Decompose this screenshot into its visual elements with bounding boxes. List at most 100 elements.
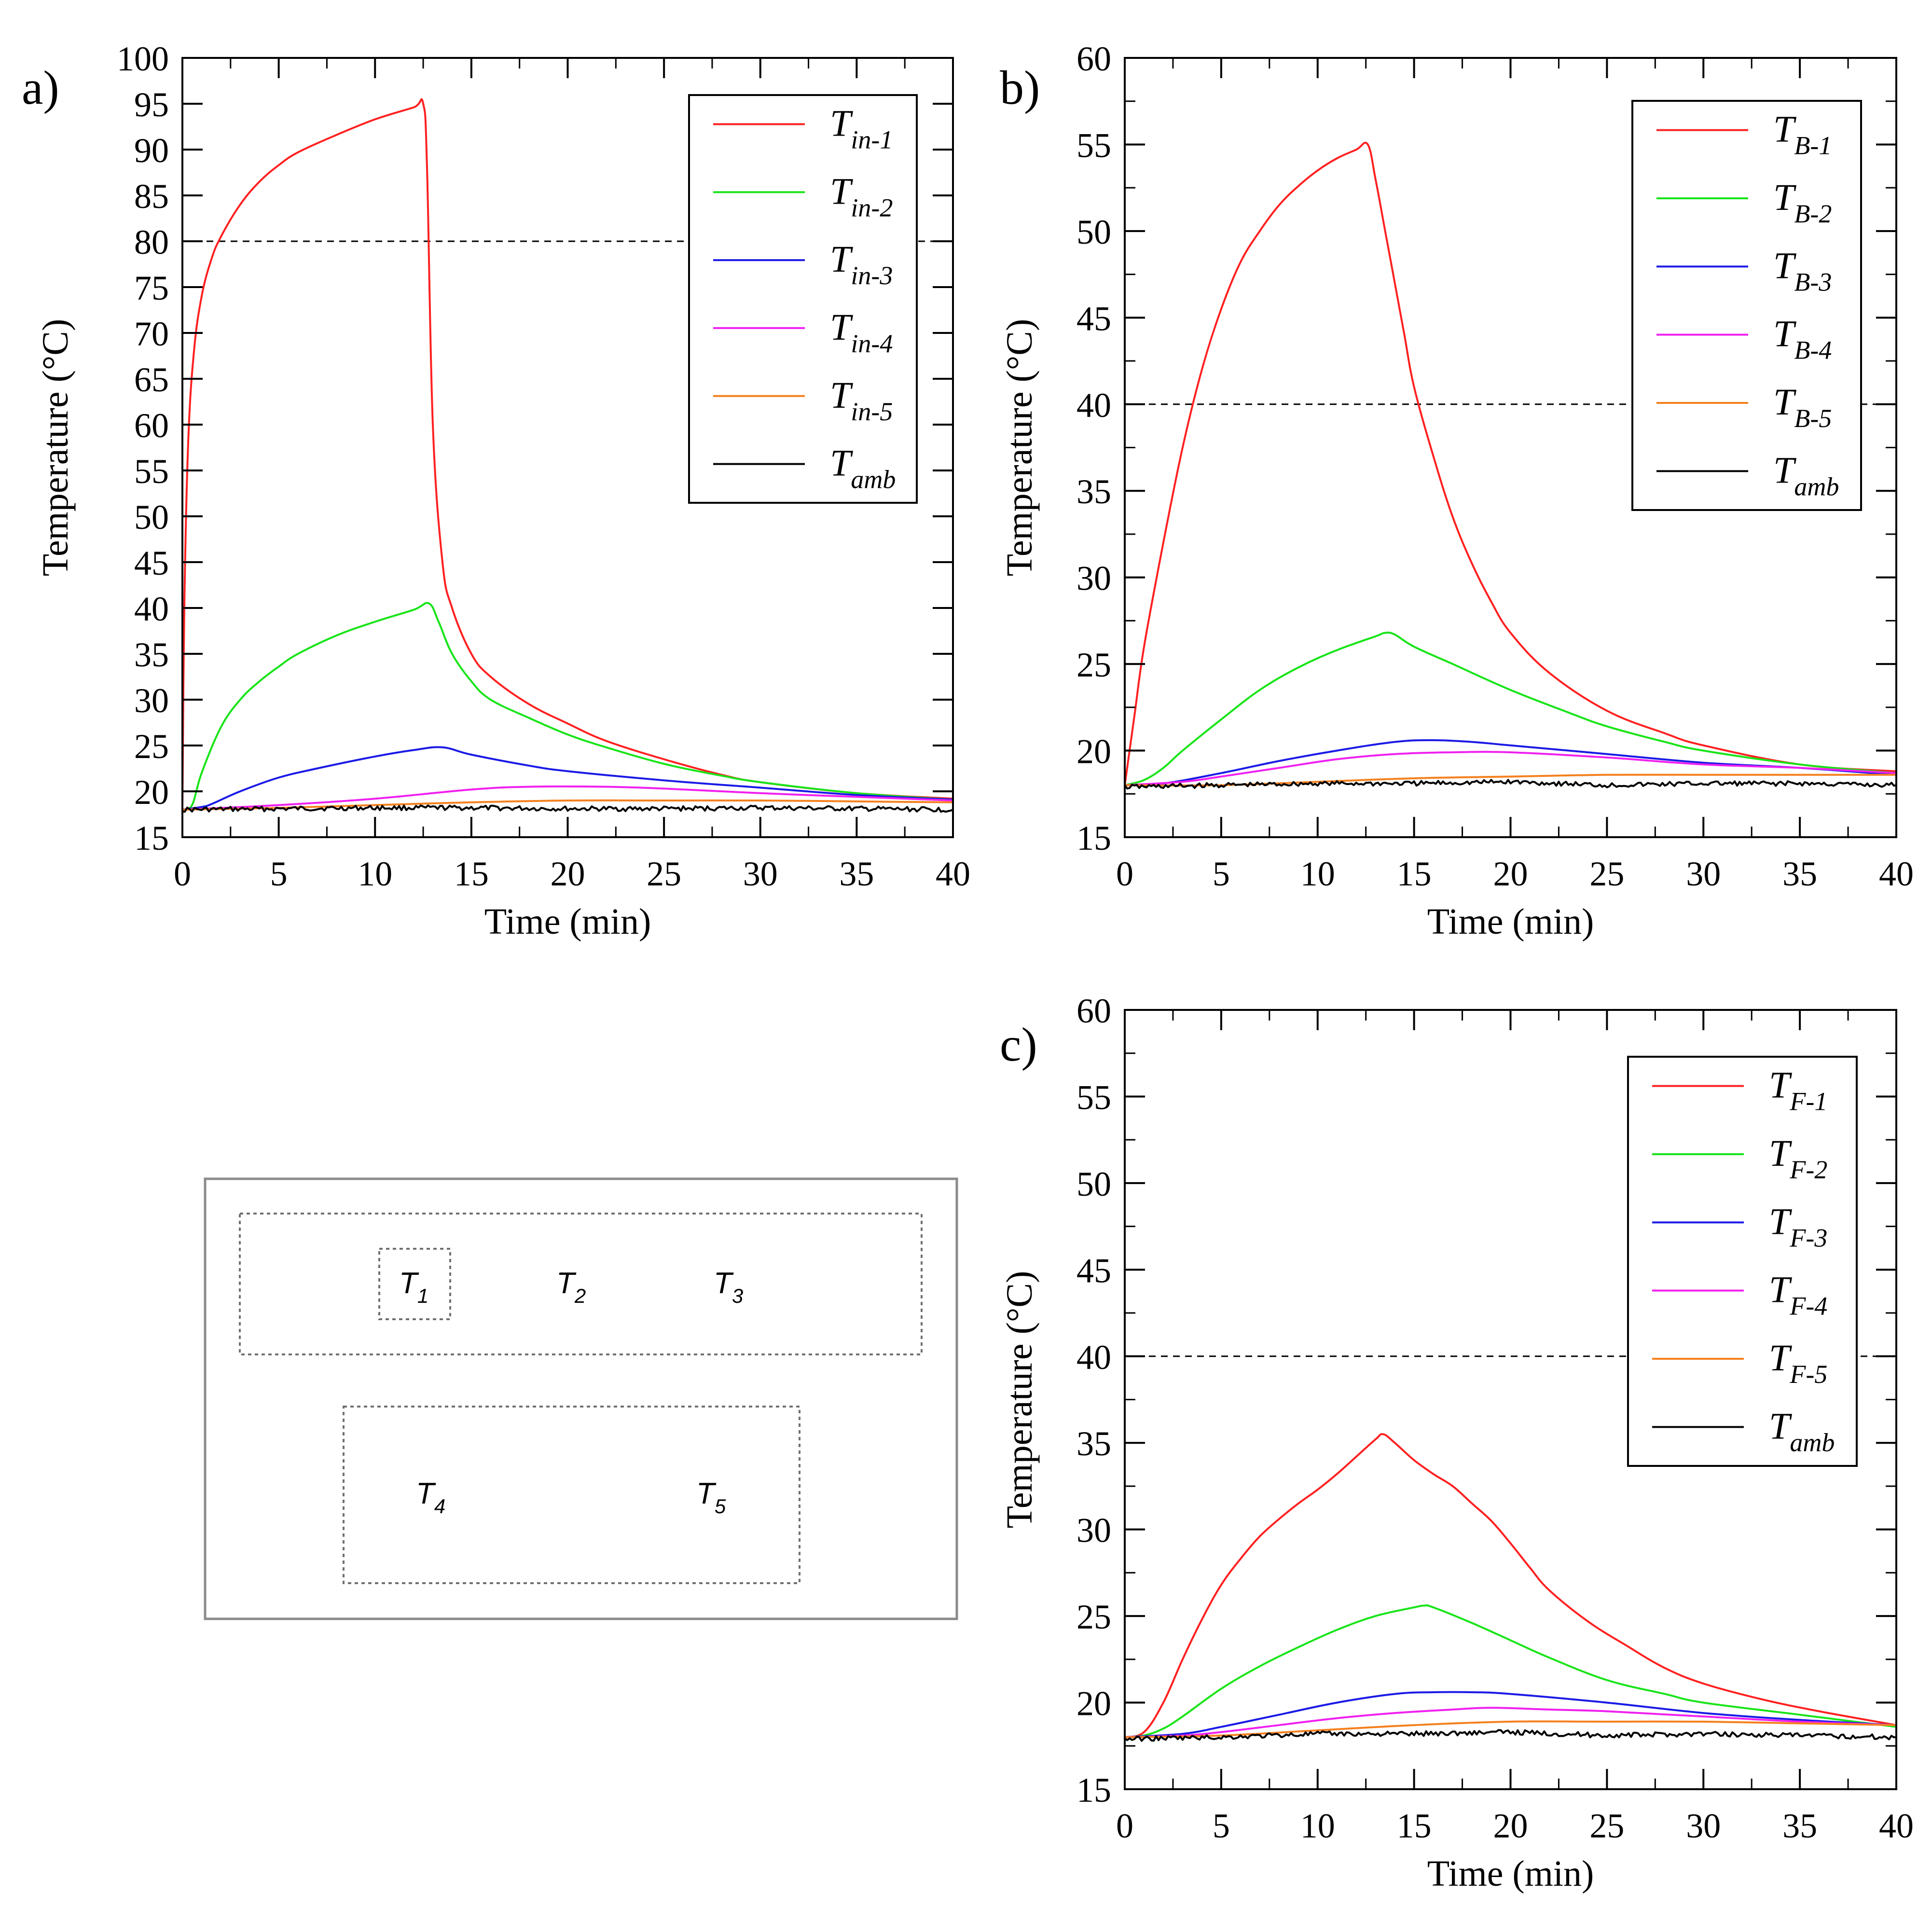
legend-label-amb: Tamb <box>1769 1405 1835 1457</box>
legend-label-f-1: TF-1 <box>1769 1064 1827 1116</box>
x-tick-label: 40 <box>1879 1807 1914 1845</box>
legend-label-in-2: Tin-2 <box>830 170 893 222</box>
x-tick-label: 15 <box>1397 855 1432 893</box>
y-tick-label: 95 <box>134 85 169 124</box>
y-tick-label: 100 <box>117 40 169 78</box>
diagram-label-symbol: T <box>416 1477 436 1510</box>
x-tick-label: 20 <box>1493 1807 1528 1845</box>
diagram-label-symbol: T <box>696 1477 717 1510</box>
diagram-label-t2: T2 <box>556 1267 586 1307</box>
legend-subscript: F-3 <box>1789 1223 1827 1252</box>
y-tick-label: 80 <box>134 223 169 262</box>
series-line-f-4 <box>1124 1707 1897 1739</box>
legend-symbol: T <box>830 238 853 280</box>
panel-label: a) <box>22 61 59 114</box>
legend-label-amb: Tamb <box>830 442 896 494</box>
legend-subscript: in-5 <box>851 397 893 426</box>
chart-panel-3: c) 15 20 25 30 35 40 45 50 55 60 0 5 10 15 20 25 30 35 40 Ti… <box>999 992 1914 1894</box>
x-axis-label: Time (min) <box>484 901 651 942</box>
legend-label-f-3: TF-3 <box>1769 1200 1827 1252</box>
x-tick-label: 35 <box>1782 1807 1817 1845</box>
legend-label-b-5: TB-5 <box>1773 381 1832 433</box>
y-tick-label: 15 <box>1076 819 1111 857</box>
x-axis-label: Time (min) <box>1427 901 1594 942</box>
x-tick-label: 10 <box>358 855 392 893</box>
legend-subscript: F-1 <box>1789 1087 1827 1116</box>
y-tick-label: 55 <box>1076 126 1111 165</box>
x-tick-label: 40 <box>936 855 970 893</box>
legend-label-b-2: TB-2 <box>1773 176 1832 228</box>
y-tick-label: 40 <box>1076 1338 1111 1377</box>
legend-subscript: B-3 <box>1794 267 1832 296</box>
legend-label-amb: Tamb <box>1773 449 1839 501</box>
diagram-outer-box <box>204 1177 958 1620</box>
x-tick-label: 35 <box>839 855 874 893</box>
y-tick-label: 60 <box>1076 992 1111 1030</box>
legend-label-f-4: TF-4 <box>1769 1269 1827 1321</box>
series-line-b-2 <box>1124 632 1897 787</box>
legend-label-f-2: TF-2 <box>1769 1132 1827 1184</box>
y-tick-label: 60 <box>1076 40 1111 78</box>
y-tick-label: 15 <box>134 819 169 857</box>
diagram-label-subscript: 4 <box>434 1495 445 1518</box>
series-line-f-3 <box>1124 1691 1897 1739</box>
series-line-amb <box>182 804 953 813</box>
legend-symbol: T <box>1769 1269 1792 1311</box>
x-tick-label: 25 <box>1589 1807 1624 1845</box>
y-tick-label: 30 <box>1076 1511 1111 1550</box>
x-tick-label: 0 <box>1116 855 1133 893</box>
y-tick-label: 40 <box>1076 386 1111 425</box>
x-tick-label: 30 <box>1686 855 1721 893</box>
x-tick-label: 35 <box>1782 855 1817 893</box>
y-tick-label: 35 <box>1076 1424 1111 1463</box>
y-tick-label: 20 <box>134 773 169 812</box>
legend-subscript: in-1 <box>851 125 893 154</box>
legend-box <box>1631 100 1862 511</box>
legend-symbol: T <box>830 170 853 212</box>
y-tick-label: 50 <box>134 498 169 537</box>
legend-subscript: amb <box>851 465 896 494</box>
diagram-label-subscript: 2 <box>574 1284 586 1307</box>
series-line-b-4 <box>1124 751 1897 787</box>
y-tick-label: 55 <box>1076 1078 1111 1117</box>
y-tick-label: 60 <box>134 406 169 445</box>
x-tick-label: 0 <box>1116 1807 1133 1845</box>
y-tick-label: 50 <box>1076 1165 1111 1203</box>
legend-label-in-3: Tin-3 <box>830 238 893 290</box>
chart-panel-2: b) 15 20 25 30 35 40 45 50 55 60 0 5 10 15 20 25 30 35 40 Ti… <box>999 40 1914 942</box>
legend-symbol: T <box>1769 1337 1792 1379</box>
legend-symbol: T <box>1773 449 1796 491</box>
legend-label-f-5: TF-5 <box>1769 1337 1827 1389</box>
y-tick-label: 45 <box>1076 1251 1111 1290</box>
y-tick-label: 25 <box>1076 1598 1111 1636</box>
x-tick-label: 30 <box>743 855 778 893</box>
y-tick-label: 90 <box>134 131 169 170</box>
diagram-lower-box <box>343 1406 800 1584</box>
y-tick-label: 70 <box>134 315 169 353</box>
diagram-upper-box <box>239 1213 923 1355</box>
y-tick-label: 40 <box>134 590 169 628</box>
legend-symbol: T <box>1773 108 1796 150</box>
y-tick-label: 20 <box>1076 732 1111 771</box>
series-line-b-1 <box>1124 141 1897 786</box>
diagram-label-subscript: 5 <box>715 1495 726 1518</box>
legend-symbol: T <box>1773 176 1796 218</box>
y-axis-label: Temperature (°C) <box>999 1271 1040 1529</box>
diagram-label-subscript: 1 <box>417 1284 428 1307</box>
y-tick-label: 25 <box>1076 646 1111 684</box>
x-tick-label: 15 <box>1397 1807 1432 1845</box>
series-line-amb <box>1124 1729 1897 1742</box>
series-line-b-3 <box>1124 739 1897 787</box>
legend-symbol: T <box>1769 1132 1792 1174</box>
legend-box <box>1627 1056 1858 1467</box>
series-line-in-5 <box>182 799 953 811</box>
y-axis-label: Temperature (°C) <box>999 319 1040 577</box>
legend-label-b-3: TB-3 <box>1773 244 1832 296</box>
x-tick-label: 25 <box>647 855 681 893</box>
diagram-label-t3: T3 <box>714 1267 743 1307</box>
y-tick-label: 85 <box>134 177 169 216</box>
legend-subscript: amb <box>1790 1428 1835 1457</box>
